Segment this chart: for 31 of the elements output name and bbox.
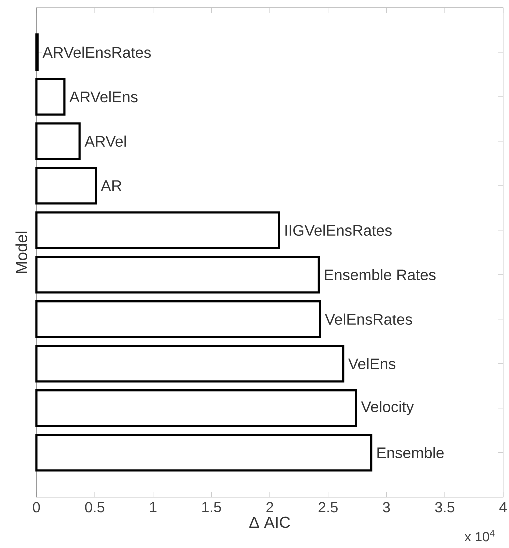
- bar: [36, 122, 81, 160]
- x-tick-label: 0.5: [85, 502, 105, 513]
- y-tick-label: ARVelEns: [70, 91, 138, 103]
- bar: [36, 78, 66, 116]
- x-tick-label: 2: [266, 502, 274, 513]
- x-axis-title: Δ AIC: [250, 516, 290, 528]
- x-tick-label: 4: [500, 502, 507, 512]
- y-axis-title: Model: [16, 232, 28, 274]
- y-tick-label: Ensemble Rates: [325, 269, 436, 281]
- y-tick-label: ARVelEnsRates: [42, 46, 152, 58]
- x-tick-label: 3: [383, 502, 390, 513]
- y-tick-label: Ensemble: [378, 447, 444, 458]
- y-tick-label: VelEnsRates: [325, 314, 412, 326]
- text: x 10$^{4}$: [464, 530, 495, 542]
- x-tick-label: 2.5: [318, 502, 338, 513]
- x-tick-label: 1.5: [202, 502, 222, 513]
- x-tick-label: 0: [33, 502, 40, 513]
- y-tick-label: VelEns: [348, 358, 396, 370]
- y-tick-label: IIGVelEnsRates: [286, 224, 392, 236]
- bar: [36, 345, 345, 383]
- x-tick-label: 3.5: [435, 502, 455, 513]
- x-tick-label: 1: [150, 502, 157, 512]
- bar: [36, 390, 358, 428]
- bar: [36, 434, 373, 472]
- bar: [36, 167, 98, 205]
- bar: [36, 300, 322, 338]
- bar: [36, 256, 320, 294]
- y-tick-label: AR: [101, 180, 122, 192]
- y-tick-label: Velocity: [361, 401, 414, 416]
- y-tick-label: ARVel: [84, 136, 126, 148]
- bar: [36, 212, 280, 250]
